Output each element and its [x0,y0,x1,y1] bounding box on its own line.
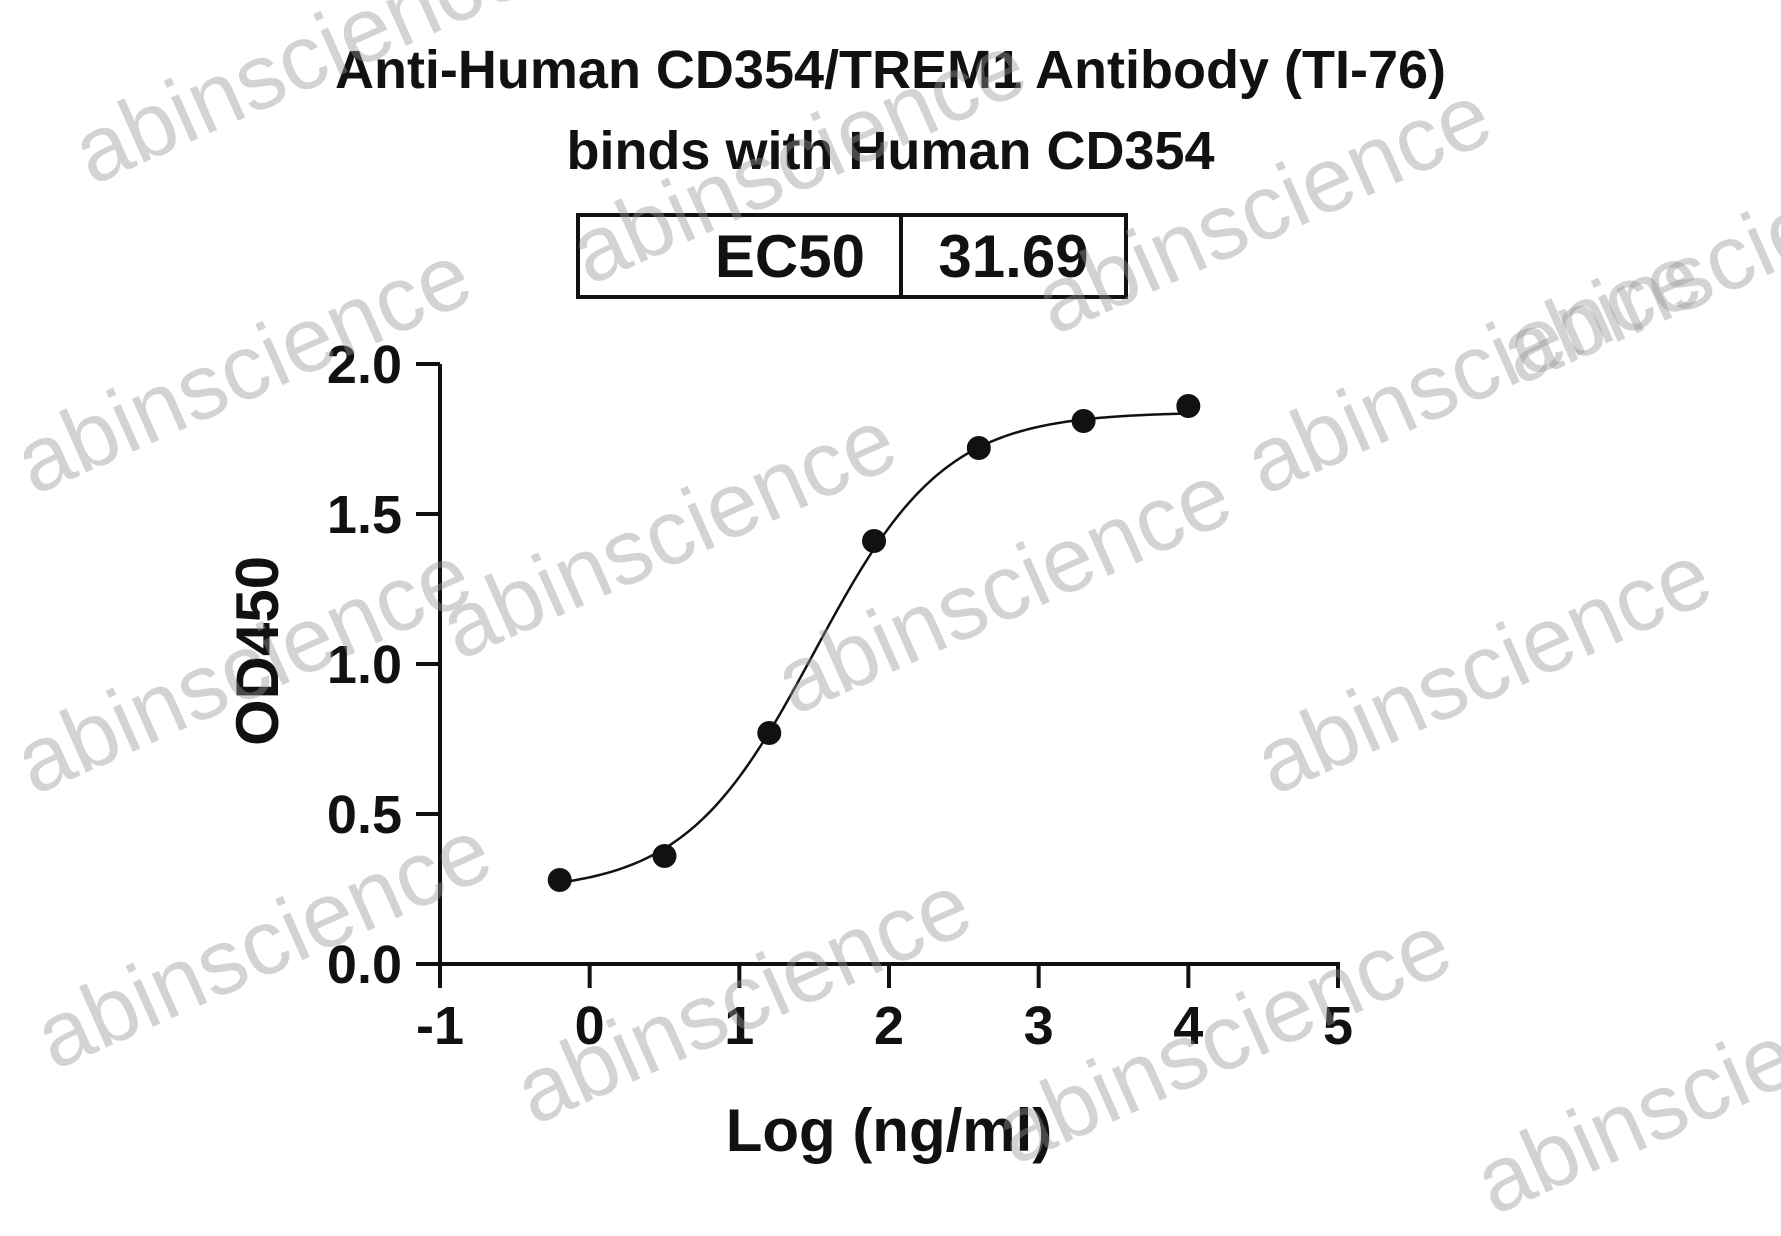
x-tick-label: 4 [1173,996,1203,1056]
ec50-label: EC50 [580,217,903,295]
y-axis-label: OD450 [224,556,291,746]
data-point [1071,409,1096,433]
ec50-value: 31.69 [938,222,1089,290]
data-point [862,529,887,553]
x-tick-label: 0 [575,996,605,1056]
chart-plot: 0.0 0.5 1.0 1.5 2.0 -1 0 1 2 3 4 5 Log (ng/ml) OD450 [224,335,1353,1164]
x-tick-label: 3 [1024,996,1054,1056]
data-point [547,868,572,892]
x-tick-label: -1 [416,996,464,1056]
x-tick-label: 2 [874,996,904,1056]
y-tick-label: 0.5 [327,785,402,845]
y-tick-label: 2.0 [327,335,402,395]
x-axis-label: Log (ng/ml) [726,1097,1053,1164]
x-tick-label: 5 [1323,996,1353,1056]
fit-curve [559,412,1189,884]
chart-title-line-2: binds with Human CD354 [566,121,1215,181]
ec50-table: EC50 31.69 [576,213,1128,299]
y-tick-label: 0.0 [327,935,402,995]
data-point [1176,394,1201,418]
x-tick-label: 1 [724,996,754,1056]
data-point [966,436,991,460]
y-tick-label: 1.5 [327,485,402,545]
y-tick-label: 1.0 [327,635,402,695]
data-point [652,844,677,868]
data-point [757,721,782,745]
chart-title-line-1: Anti-Human CD354/TREM1 Antibody (TI-76) [334,40,1447,100]
